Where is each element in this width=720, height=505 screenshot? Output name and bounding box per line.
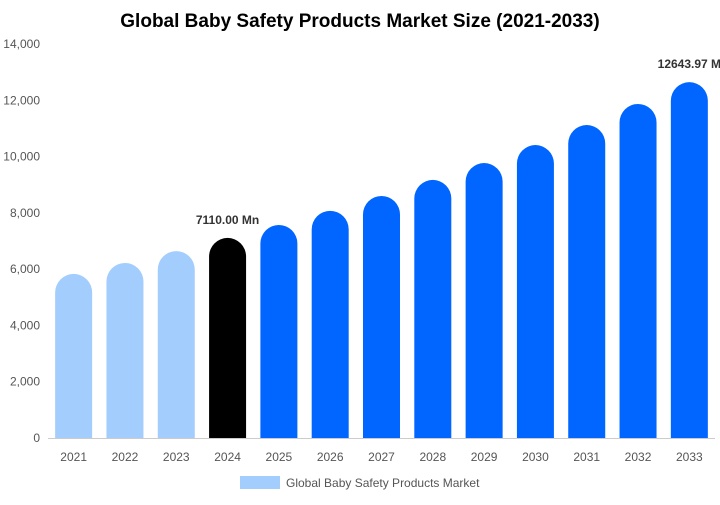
bar-2022[interactable] — [106, 262, 144, 438]
bars — [55, 82, 708, 439]
x-tick-label: 2027 — [368, 450, 395, 464]
x-tick-label: 2028 — [419, 450, 446, 464]
y-tick-label: 6,000 — [10, 262, 40, 276]
y-tick-label: 14,000 — [3, 37, 40, 51]
bar-2025[interactable] — [260, 224, 298, 438]
bar-2026[interactable] — [311, 210, 349, 438]
bar-2031[interactable] — [568, 125, 606, 439]
bar-2024[interactable] — [209, 237, 247, 438]
bar-2028[interactable] — [414, 179, 452, 438]
bar-2021[interactable] — [55, 273, 93, 438]
legend-label: Global Baby Safety Products Market — [286, 476, 480, 490]
annotations: 7110.00 Mn 12643.97 M — [196, 57, 720, 227]
x-tick-label: 2023 — [163, 450, 190, 464]
bar-2033[interactable] — [670, 82, 708, 438]
x-tick-label: 2026 — [317, 450, 344, 464]
y-tick-label: 12,000 — [3, 93, 40, 107]
x-tick-label: 2024 — [214, 450, 241, 464]
data-label: 12643.97 M — [658, 57, 720, 71]
y-tick-label: 10,000 — [3, 150, 40, 164]
y-tick-label: 8,000 — [10, 206, 40, 220]
x-axis: 2021 2022 2023 2024 2025 2026 2027 2028 2029 2030… — [60, 450, 703, 464]
bar-2030[interactable] — [516, 145, 554, 439]
data-label: 7110.00 Mn — [196, 213, 259, 227]
legend-swatch — [240, 476, 280, 489]
x-tick-label: 2029 — [471, 450, 498, 464]
legend[interactable]: Global Baby Safety Products Market — [240, 476, 480, 490]
x-tick-label: 2022 — [112, 450, 139, 464]
x-tick-label: 2031 — [573, 450, 600, 464]
y-tick-label: 4,000 — [10, 318, 40, 332]
bar-2029[interactable] — [465, 163, 503, 438]
x-tick-label: 2021 — [60, 450, 87, 464]
y-tick-label: 0 — [33, 431, 40, 445]
y-axis: 0 2,000 4,000 6,000 8,000 10,000 12,000 14,000 — [3, 37, 40, 445]
x-tick-label: 2033 — [676, 450, 703, 464]
bar-2032[interactable] — [619, 103, 657, 439]
chart-title: Global Baby Safety Products Market Size … — [120, 11, 599, 32]
bar-2023[interactable] — [157, 251, 195, 438]
x-tick-label: 2025 — [266, 450, 293, 464]
y-tick-label: 2,000 — [10, 375, 40, 389]
bar-2027[interactable] — [363, 195, 400, 438]
x-tick-label: 2030 — [522, 450, 549, 464]
x-tick-label: 2032 — [625, 450, 652, 464]
